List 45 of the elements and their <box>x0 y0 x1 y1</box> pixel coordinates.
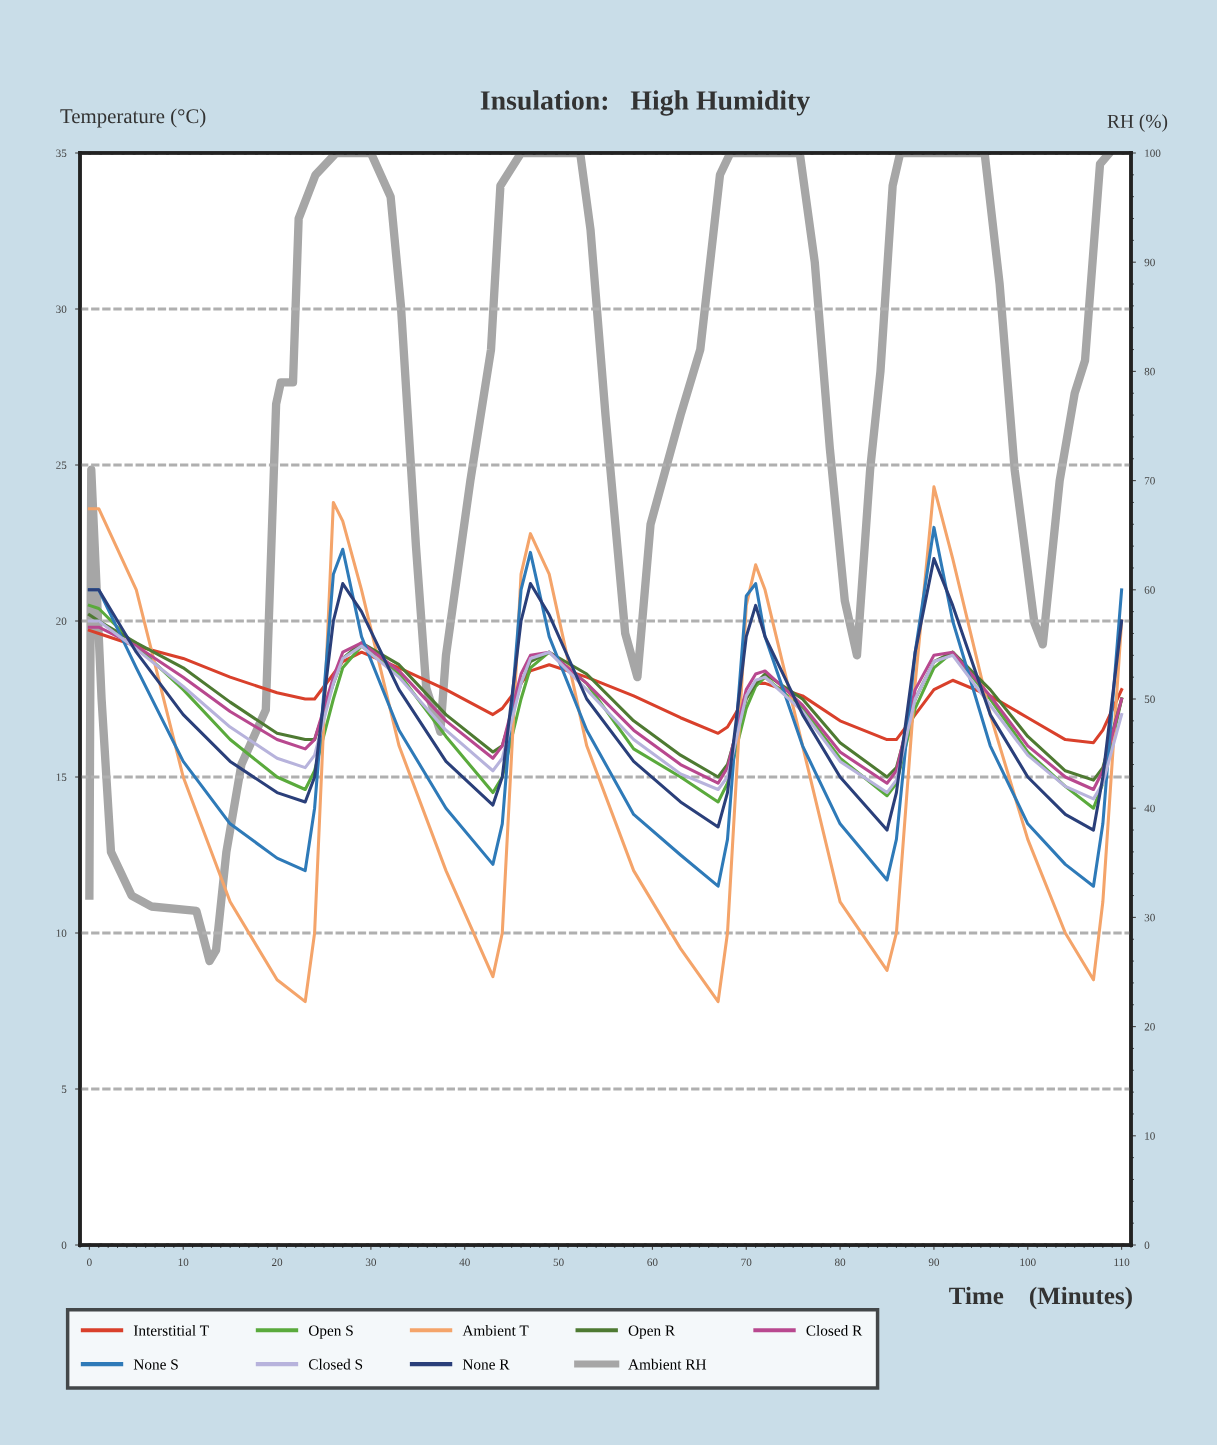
x-tick-label: 100 <box>1020 1258 1036 1267</box>
y2-tick-label: 30 <box>1144 913 1155 922</box>
y-tick-label: 35 <box>56 149 67 157</box>
legend-label: Open R <box>628 1325 676 1339</box>
y-axis-title: Temperature (°C) <box>60 108 206 128</box>
y2-tick-label: 0 <box>1144 1241 1150 1249</box>
y2-tick-label: 70 <box>1144 477 1155 485</box>
legend-label: Closed S <box>308 1358 363 1370</box>
x-axis-title: Time (Minutes) <box>949 1286 1132 1310</box>
y2-tick-label: 10 <box>1145 1132 1155 1140</box>
legend-label: Open S <box>308 1325 353 1339</box>
line-series <box>87 557 1124 832</box>
y-tick-label: 5 <box>61 1085 67 1093</box>
y-tick-label: 10 <box>56 929 67 937</box>
y2-axis-title: RH (%) <box>1107 114 1168 132</box>
y-tick-label: 30 <box>56 305 67 313</box>
x-tick-label: 50 <box>553 1258 564 1267</box>
legend-label: None R <box>462 1359 510 1370</box>
y2-tick-label: 100 <box>1145 149 1161 157</box>
y-tick-label: 20 <box>56 617 67 625</box>
x-tick-label: 80 <box>834 1258 846 1267</box>
y2-tick-label: 60 <box>1144 586 1155 594</box>
y2-tick-label: 80 <box>1144 367 1155 376</box>
legend-label: None S <box>133 1359 178 1370</box>
legend-label: Ambient T <box>462 1325 529 1336</box>
x-tick-label: 30 <box>365 1258 377 1267</box>
x-tick-label: 10 <box>178 1258 189 1267</box>
x-tick-label: 70 <box>741 1258 752 1267</box>
y2-tick-label: 90 <box>1144 258 1155 267</box>
y-tick-label: 15 <box>56 773 67 781</box>
legend-label: Interstitial T <box>133 1325 209 1336</box>
x-tick-label: 40 <box>459 1258 470 1267</box>
x-tick-label: 90 <box>928 1258 940 1267</box>
x-tick-label: 20 <box>271 1258 283 1267</box>
x-tick-label: 60 <box>647 1258 658 1267</box>
chart-title: Insulation: High Humidity <box>480 90 810 116</box>
x-tick-label: 0 <box>87 1258 92 1267</box>
y2-tick-label: 40 <box>1144 804 1155 813</box>
y2-tick-label: 50 <box>1144 695 1155 703</box>
y2-tick-label: 20 <box>1144 1023 1155 1031</box>
legend-label: Ambient RH <box>628 1358 707 1370</box>
y-tick-label: 25 <box>56 461 67 469</box>
y-tick-label: 0 <box>61 1241 67 1249</box>
legend-label: Closed R <box>806 1325 863 1336</box>
x-tick-label: 110 <box>1114 1258 1130 1267</box>
